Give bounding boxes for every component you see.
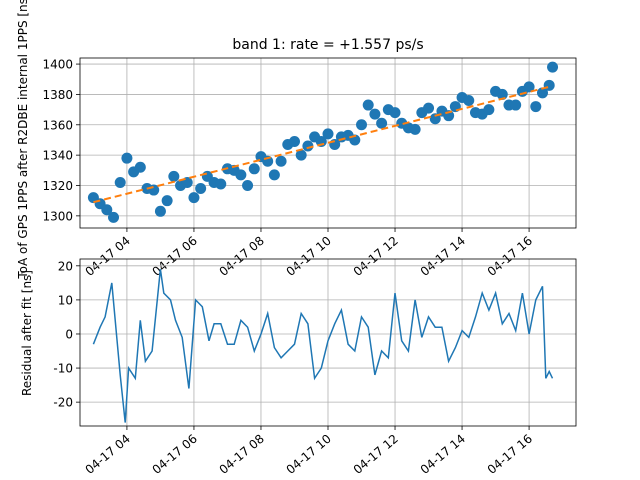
top-data-point: [161, 195, 173, 207]
top-data-point: [154, 205, 166, 217]
top-chart-ylabel: ToA of GPS 1PPS after R2DBE internal 1PP…: [16, 0, 30, 280]
top-data-point: [389, 107, 401, 119]
top-data-point: [121, 152, 133, 164]
top-data-point: [523, 81, 535, 93]
top-data-point: [288, 135, 300, 147]
top-data-point: [268, 169, 280, 181]
top-data-point: [134, 161, 146, 173]
bottom-ytick-label: 20: [58, 259, 73, 273]
top-data-point: [295, 149, 307, 161]
top-data-point: [356, 119, 368, 131]
top-data-point: [369, 108, 381, 120]
top-ytick-label: 1320: [42, 179, 73, 193]
top-ytick-label: 1400: [42, 58, 73, 72]
top-data-point: [248, 163, 260, 175]
top-data-point: [547, 61, 559, 73]
top-ytick-label: 1340: [42, 149, 73, 163]
bottom-ytick-label: -20: [53, 396, 73, 410]
top-data-point: [376, 117, 388, 129]
top-data-point: [510, 99, 522, 111]
top-chart-title: band 1: rate = +1.557 ps/s: [232, 37, 423, 53]
top-data-point: [362, 99, 374, 111]
top-data-point: [235, 169, 247, 181]
top-data-point: [195, 183, 207, 195]
top-data-point: [409, 123, 421, 135]
top-data-point: [242, 180, 254, 191]
top-data-point: [114, 176, 126, 188]
bottom-ytick-label: 10: [58, 293, 73, 307]
top-data-point: [275, 155, 287, 167]
top-data-point: [101, 204, 113, 216]
top-data-point: [483, 104, 495, 116]
top-data-point: [463, 95, 475, 106]
top-data-point: [322, 128, 334, 140]
top-fit-line: [93, 85, 550, 204]
top-data-point: [168, 170, 180, 182]
top-data-point: [530, 101, 542, 113]
top-ytick-label: 1300: [42, 209, 73, 223]
bottom-axes-frame: [79, 258, 577, 427]
top-data-point: [423, 102, 435, 114]
top-data-point: [215, 178, 227, 190]
top-data-point: [543, 79, 555, 91]
top-data-point: [188, 192, 200, 204]
top-ytick-label: 1380: [42, 88, 73, 102]
top-data-point: [302, 140, 314, 152]
top-data-point: [108, 211, 120, 223]
top-axes-frame: [79, 57, 577, 229]
top-data-point: [536, 87, 548, 99]
bottom-ytick-label: -10: [53, 362, 73, 376]
bottom-series-line: [92, 269, 554, 423]
bottom-chart-ylabel: Residual after fit [ns]: [20, 270, 34, 396]
top-ytick-label: 1360: [42, 118, 73, 132]
bottom-ytick-label: 0: [65, 327, 73, 341]
